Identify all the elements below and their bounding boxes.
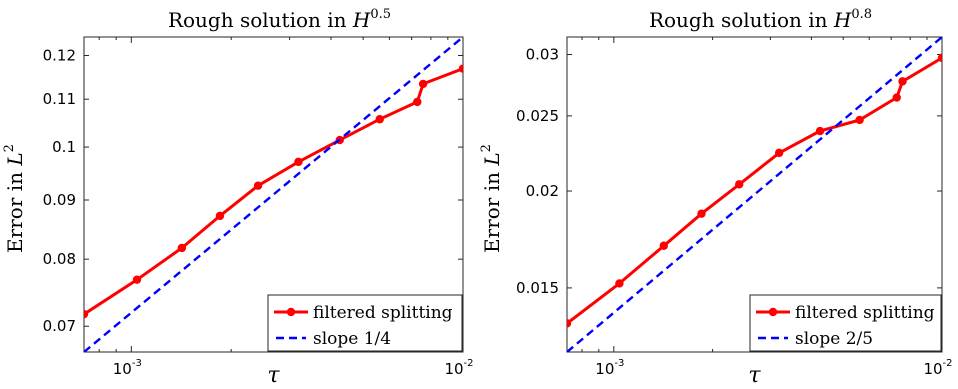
legend-box	[267, 294, 463, 352]
series-point	[567, 319, 572, 328]
series-point	[615, 279, 624, 288]
x-axis-label: τ	[748, 363, 761, 388]
legend-label: slope 2/5	[795, 329, 873, 349]
legend: filtered splitting slope 1/4	[267, 294, 463, 352]
series-point	[294, 157, 303, 167]
x-tick-label: 10-2	[444, 358, 473, 378]
y-tick-label: 0.02	[526, 182, 559, 200]
series-point	[413, 97, 422, 107]
series-point	[855, 115, 864, 125]
axes-box	[83, 36, 464, 353]
x-tick-label: 10-3	[595, 358, 624, 378]
series-point	[937, 53, 942, 63]
series-point	[898, 77, 907, 86]
y-tick-label: 0.12	[43, 46, 76, 64]
legend-label: filtered splitting	[313, 303, 453, 323]
plot-area	[84, 37, 463, 352]
series-point	[815, 126, 825, 136]
series-point	[84, 309, 89, 319]
y-tick-label: 0.08	[43, 250, 76, 268]
series-point	[892, 93, 901, 102]
plot-area	[567, 37, 942, 352]
series-line-filtered	[84, 67, 463, 316]
series-point	[253, 181, 263, 190]
series-point	[418, 79, 428, 89]
y-tick-label: 0.015	[516, 279, 559, 297]
chart-title: Rough solution in H0.8	[649, 7, 872, 32]
series-point	[697, 209, 706, 218]
y-tick-label: 0.07	[43, 317, 76, 335]
legend-label: slope 1/4	[313, 329, 391, 349]
series-point	[734, 180, 744, 189]
series-point	[215, 211, 225, 221]
legend-swatch-marker	[286, 307, 296, 317]
legend-box	[749, 294, 942, 352]
series-point	[659, 241, 668, 250]
y-tick-label: 0.03	[526, 45, 559, 63]
axes-box	[566, 36, 943, 353]
series-line-slope	[567, 37, 942, 352]
series-line-slope	[84, 37, 463, 352]
x-tick-label: 10-2	[923, 358, 952, 378]
series-point	[132, 275, 142, 284]
series-point	[177, 243, 187, 253]
chart-title: Rough solution in H0.5	[168, 7, 391, 32]
legend-swatch-marker	[768, 307, 778, 317]
chart-panel-1: Rough solution in H0.5 Error in L2 τ 0.07 0.…	[2, 7, 474, 388]
series-point	[375, 115, 384, 124]
series-point	[458, 64, 463, 73]
y-tick-label: 0.025	[516, 107, 559, 125]
legend: filtered splitting slope 2/5	[749, 294, 942, 352]
legend-label: filtered splitting	[795, 303, 935, 323]
x-axis-label: τ	[267, 363, 280, 388]
y-tick-label: 0.09	[43, 191, 76, 209]
y-tick-label: 0.11	[43, 90, 76, 108]
series-point	[774, 148, 784, 158]
y-axis-label: Error in L2	[2, 144, 27, 253]
chart-panel-2: Rough solution in H0.8 Error in L2 τ 0.015 0…	[479, 7, 953, 388]
y-axis-label: Error in L2	[479, 144, 504, 253]
x-tick-label: 10-3	[113, 358, 142, 378]
y-tick-label: 0.1	[52, 138, 76, 156]
